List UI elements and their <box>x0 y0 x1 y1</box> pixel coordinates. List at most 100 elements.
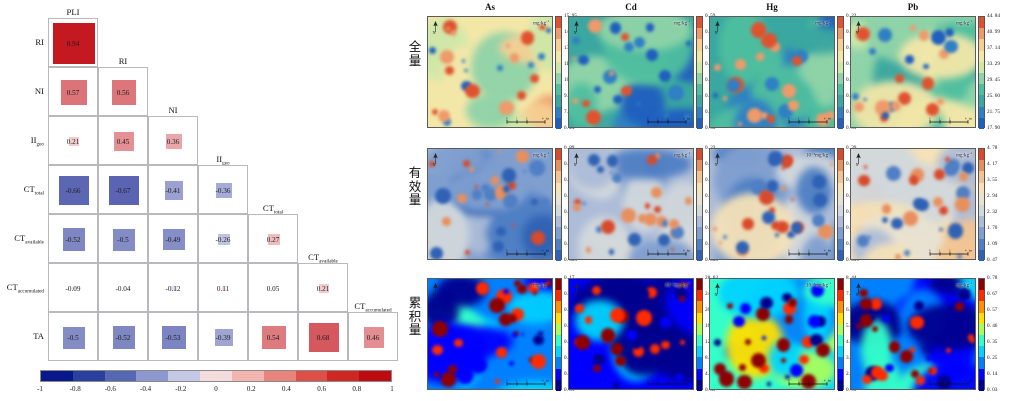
corr-cell-value: 0.54 <box>266 333 280 342</box>
corr-cell-value: -0.53 <box>165 333 181 342</box>
map-colorbar-segment <box>979 204 984 217</box>
svg-text:4: 4 <box>542 380 544 383</box>
map-hotspot <box>489 297 506 314</box>
map-colorbar-segment <box>556 61 561 73</box>
corr-cell[interactable]: 0.21 <box>48 116 98 165</box>
map-colorbar-segment <box>838 290 843 302</box>
corr-cell[interactable]: -0.52 <box>98 312 148 361</box>
corr-cell[interactable]: 0.27 <box>248 214 298 263</box>
map-panel[interactable]: Nmg·kg-10124km0. 170. 150. 120. 100. 080… <box>427 275 574 393</box>
map-panel[interactable]: Nmg·kg-1 0 1 2 4km 0. 78 0. 67 0. 57 0. 46 0. 35 0… <box>850 275 997 393</box>
map-hotspot <box>465 83 480 99</box>
map-scale-bar: 0 1 2 4km <box>506 118 549 124</box>
corr-cell[interactable]: -0.67 <box>98 165 148 214</box>
svg-text:2: 2 <box>949 250 951 253</box>
corr-cell[interactable]: -0.39 <box>198 312 248 361</box>
map-colorbar <box>696 148 703 261</box>
map-colorbar-tick-label: 25. 60 <box>987 93 1000 99</box>
map-colorbar-segment <box>556 312 561 324</box>
map-colorbar-segment <box>556 334 561 347</box>
svg-text:4: 4 <box>683 380 685 383</box>
map-panel[interactable]: Nmg·kg-10124km0. 220. 190. 160. 130. 100… <box>709 13 856 131</box>
map-colorbar-segment <box>697 28 702 40</box>
corr-cell[interactable]: -0.66 <box>48 165 98 214</box>
map-hotspot <box>582 202 586 206</box>
map-hotspot <box>644 203 651 209</box>
corr-cell[interactable]: 0.57 <box>48 67 98 116</box>
map-panel[interactable]: N10⁻¹mg·kg-10124km0. 390. 330. 280. 220.… <box>709 145 859 263</box>
svg-text:1: 1 <box>516 250 518 253</box>
corr-cell[interactable]: -0.53 <box>148 312 198 361</box>
svg-text:4: 4 <box>683 118 685 121</box>
corr-cell[interactable]: 0.05 <box>248 263 298 312</box>
map-hotspot <box>655 216 667 228</box>
map-hotspot <box>511 332 518 338</box>
svg-text:4: 4 <box>824 380 826 383</box>
map-contour-blob <box>642 108 693 127</box>
map-panel[interactable]: Nmg·kg-10124km0. 890. 760. 640. 510. 380… <box>427 145 577 263</box>
corr-cell[interactable]: 0.46 <box>348 312 398 361</box>
map-colorbar-segment <box>556 301 561 313</box>
corr-cell[interactable]: -0.26 <box>198 214 248 263</box>
corr-cell[interactable]: -0.52 <box>48 214 98 263</box>
map-hotspot <box>788 100 799 111</box>
map-panel[interactable]: Nmg·kg-10124km0. 590. 520. 440. 360. 290… <box>568 13 715 131</box>
map-hotspot <box>585 247 592 253</box>
map-hotspot <box>431 109 438 116</box>
map-hotspot <box>636 310 652 327</box>
map-panel[interactable]: Nmg·kg-1 0 1 2 4km 4. 78 4. 17 3. 55 2. 94 2. 32 1… <box>850 145 997 263</box>
corr-cell[interactable]: 0.36 <box>148 116 198 165</box>
corr-cell[interactable]: 0.68 <box>298 312 348 361</box>
corr-cell[interactable]: -0.36 <box>198 165 248 214</box>
map-hotspot <box>493 240 504 252</box>
map-hotspot <box>905 55 914 64</box>
corr-cell[interactable]: -0.5 <box>98 214 148 263</box>
map-panel[interactable]: N10⁻³mg·kg-10124km8. 447. 386. 325. 254.… <box>709 275 856 393</box>
map-colorbar-tick-label: 0. 005 <box>564 257 577 263</box>
map-panel[interactable]: Nmg·kg-10124km0. 230. 200. 170. 130. 100… <box>568 145 718 263</box>
corr-cell-square <box>262 325 286 350</box>
corr-cell-square <box>53 22 95 65</box>
map-colorbar-tick-label: 0. 14 <box>987 371 998 377</box>
corr-cell[interactable]: 0.45 <box>98 116 148 165</box>
map-hotspot <box>572 36 580 45</box>
corr-cell[interactable]: -0.49 <box>148 214 198 263</box>
map-colorbar <box>978 148 985 261</box>
map-colorbar-segment <box>979 84 984 96</box>
colorbar-tick-label: -0.8 <box>69 385 81 393</box>
map-hotspot <box>679 295 685 302</box>
map-hotspot <box>584 316 592 324</box>
corr-cell[interactable]: 0.11 <box>198 263 248 312</box>
corr-cell[interactable]: -0.41 <box>148 165 198 214</box>
map-hotspot <box>620 207 636 223</box>
colorbar-tick-label: 0 <box>214 385 218 393</box>
map-colorbar-segment <box>697 238 702 250</box>
corr-cell[interactable]: -0.04 <box>98 263 148 312</box>
svg-text:1: 1 <box>516 380 518 383</box>
north-arrow-icon: N <box>574 153 579 167</box>
map-hotspot <box>634 36 646 48</box>
corr-cell[interactable]: -0.5 <box>48 312 98 361</box>
corr-cell-square <box>166 133 182 150</box>
map-panel[interactable]: Nmg·kg-1 0 1 2 4km 44. 84 40. 99 37. 14 33. 29 29… <box>850 13 1000 131</box>
corr-cell[interactable]: 0.54 <box>248 312 298 361</box>
map-unit-label: 10⁻³mg·kg-1 <box>805 281 831 289</box>
corr-cell[interactable]: -0.09 <box>48 263 98 312</box>
map-panel[interactable]: Nmg·kg-10124km15. 9514. 5613. 1711. 7910… <box>427 13 577 131</box>
map-hotspot <box>853 101 865 113</box>
map-hotspot <box>533 334 545 346</box>
map-colorbar-tick-label: 1. 70 <box>987 225 998 231</box>
map-hotspot <box>610 343 623 356</box>
corr-cell[interactable]: 0.56 <box>98 67 148 116</box>
corr-cell[interactable]: 0.21 <box>298 263 348 312</box>
corr-cell[interactable]: 0.94 <box>48 18 98 67</box>
correlation-colorbar-ticks: -1 -0.8 -0.6 -0.4 -0.2 0 0.2 0.4 0.6 0.8 1 <box>28 385 404 396</box>
map-hotspot <box>739 303 751 315</box>
map-hotspot <box>474 185 479 189</box>
map-unit-label: mg·kg-1 <box>533 19 549 27</box>
svg-text:N: N <box>856 163 859 167</box>
map-hotspot <box>608 248 615 255</box>
colorbar-segment <box>136 371 169 381</box>
map-panel[interactable]: N10⁻³mg·kg-10124km28. 6324. 5820. 5416. … <box>568 275 718 393</box>
corr-cell[interactable]: -0.12 <box>148 263 198 312</box>
